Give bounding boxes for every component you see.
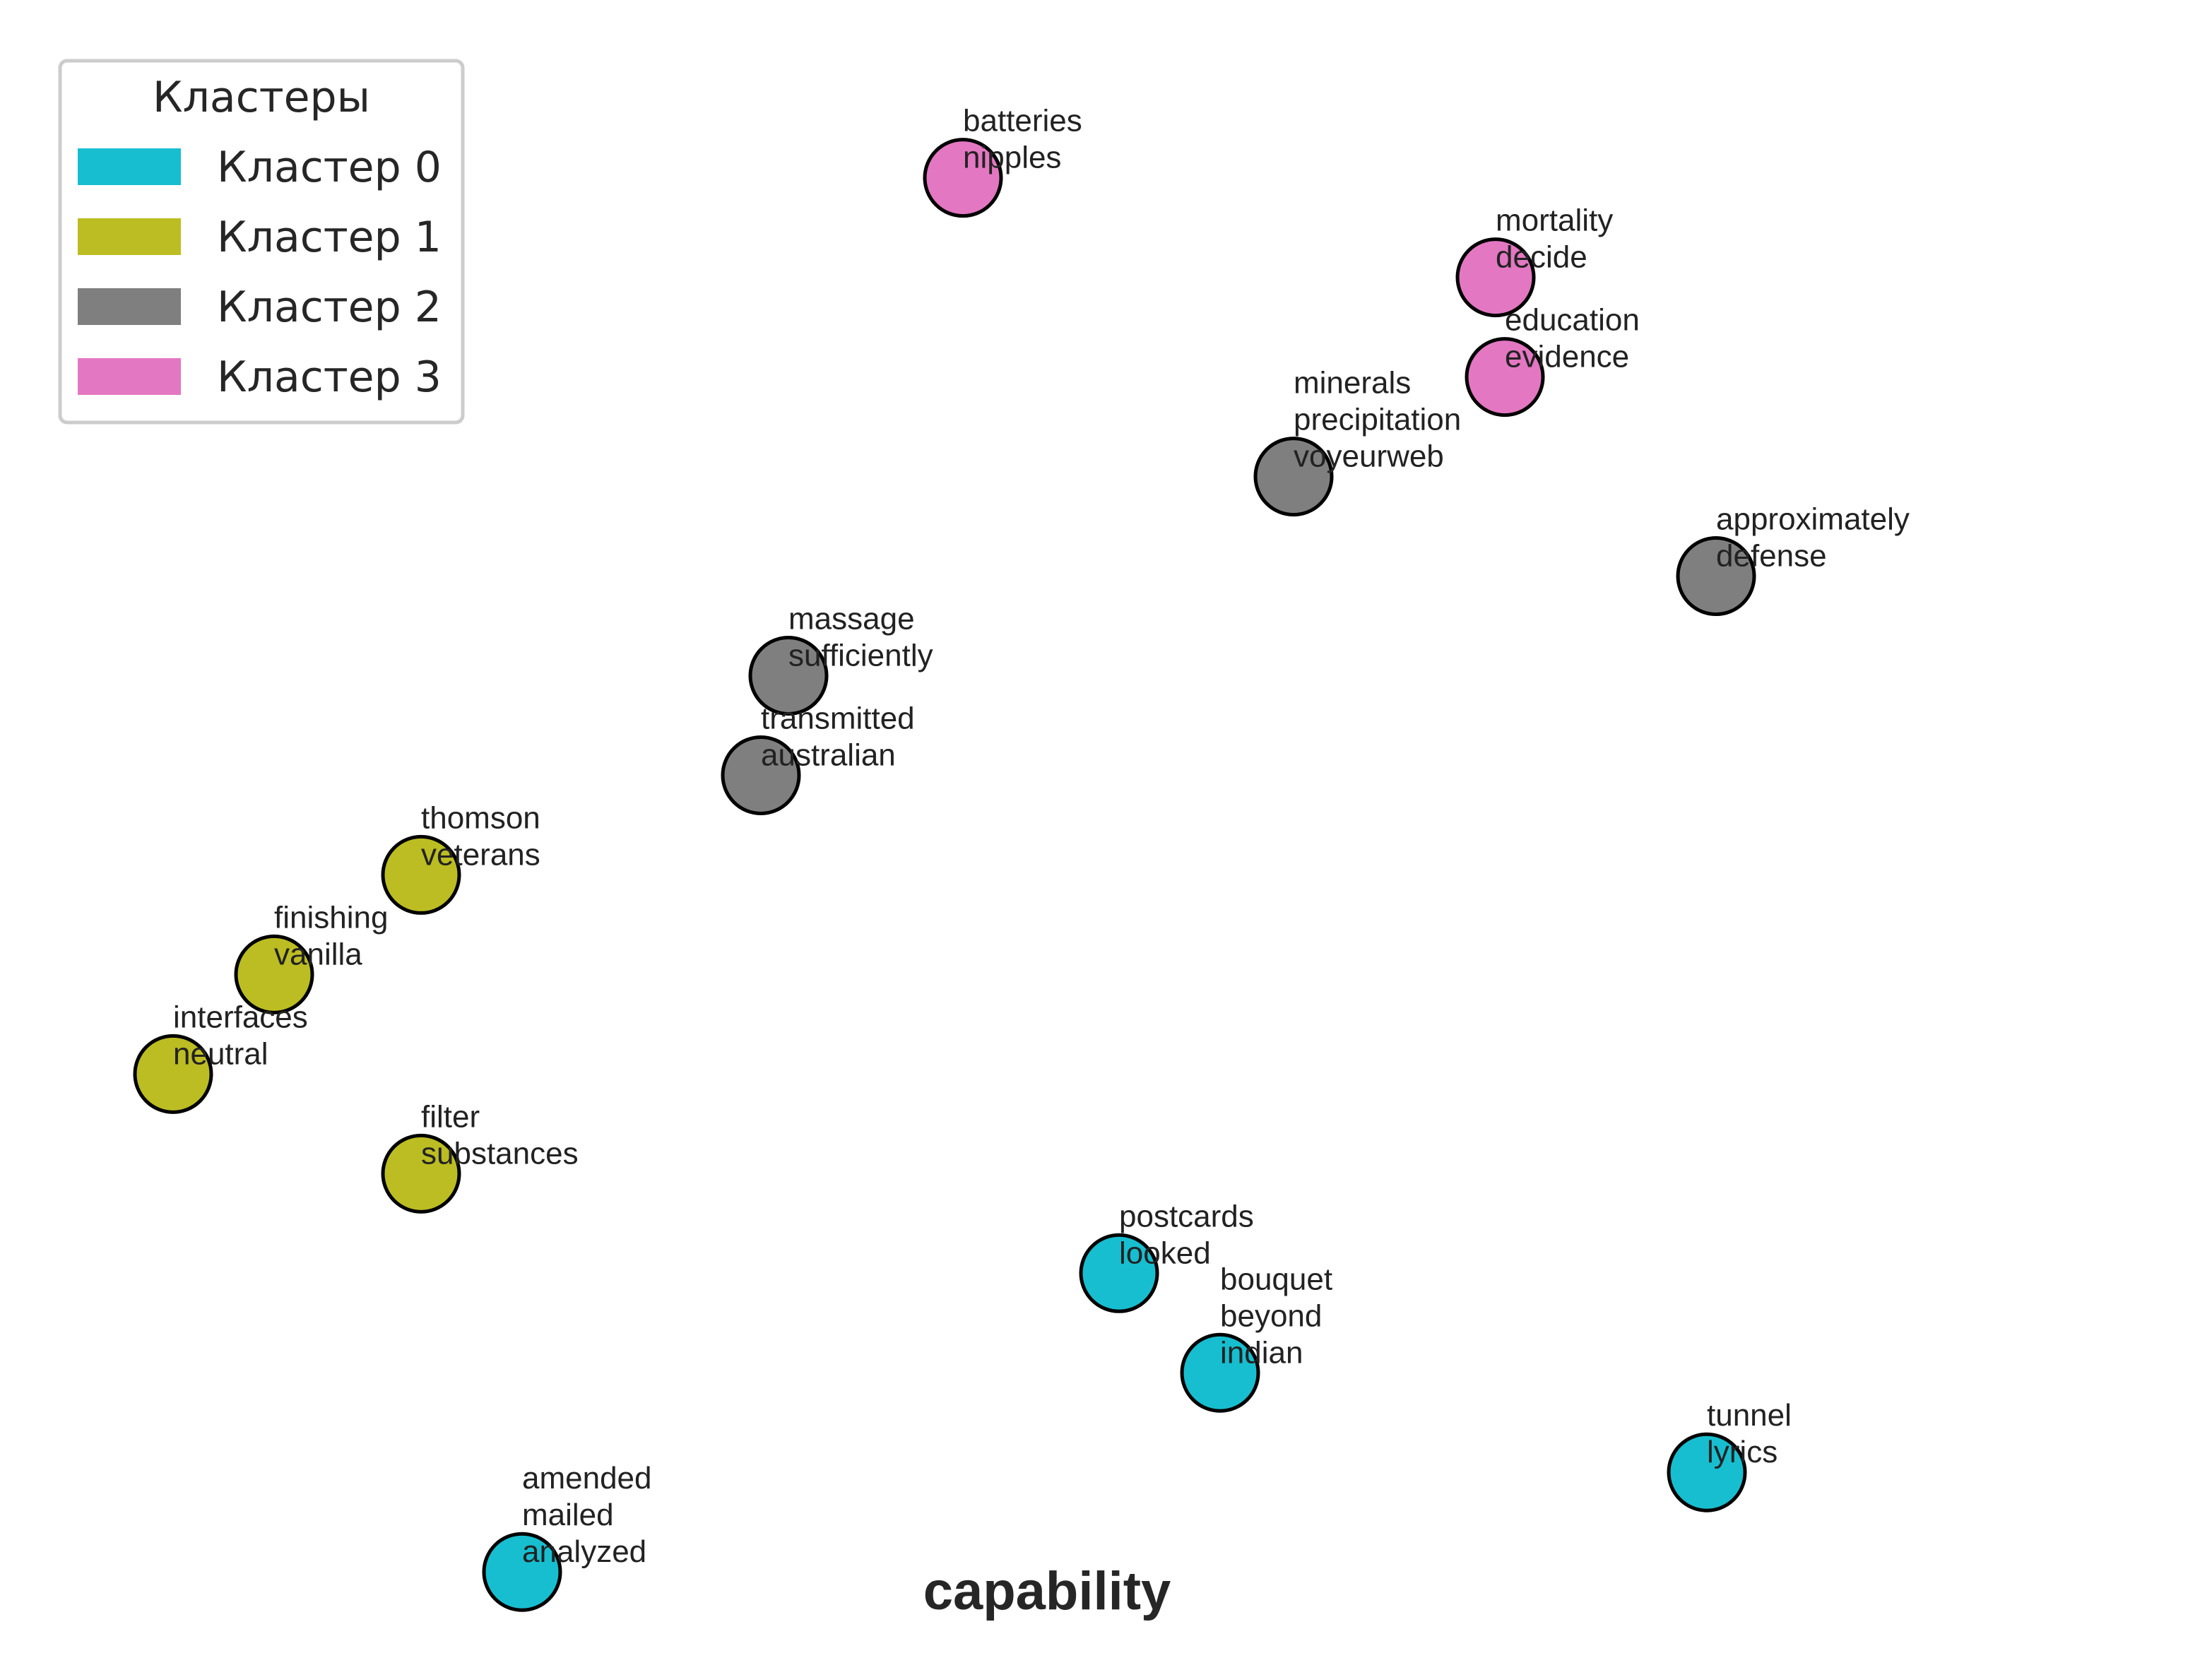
point-label-12-0: bouquet: [1220, 1262, 1332, 1296]
scatter-point-12: [1180, 1332, 1260, 1413]
legend-swatch-0: [78, 148, 181, 185]
point-label-1-1: decide: [1496, 240, 1587, 275]
x-axis-label: capability: [923, 1561, 1171, 1621]
scatter-point-10: [381, 1133, 461, 1214]
point-label-4-1: defense: [1716, 539, 1827, 574]
point-label-13-0: tunnel: [1707, 1398, 1792, 1433]
point-label-3-2: voyeurweb: [1294, 439, 1444, 474]
point-label-0-0: batteries: [963, 104, 1082, 138]
scatter-point-8: [234, 934, 314, 1014]
point-label-10-0: filter: [421, 1099, 480, 1134]
point-label-6-1: australian: [761, 738, 896, 772]
scatter-point-3: [1253, 437, 1334, 517]
point-label-14-2: analyzed: [522, 1534, 646, 1569]
legend-title: Кластеры: [153, 73, 370, 122]
point-label-5-1: sufficiently: [788, 639, 933, 673]
scatter-point-4: [1676, 536, 1756, 617]
point-label-0-1: nipples: [963, 141, 1061, 175]
point-label-7-0: thomson: [421, 800, 540, 835]
scatter-point-5: [748, 636, 829, 716]
point-label-11-1: looked: [1119, 1236, 1211, 1270]
scatter-point-11: [1079, 1233, 1159, 1313]
point-label-5-0: massage: [788, 602, 915, 636]
point-label-3-1: precipitation: [1294, 403, 1461, 437]
scatter-point-14: [482, 1532, 562, 1612]
legend-swatch-1: [78, 218, 181, 255]
legend-label-3: Кластер 3: [217, 353, 442, 402]
point-label-8-0: finishing: [274, 900, 388, 935]
point-label-12-1: beyond: [1220, 1298, 1322, 1333]
point-label-9-0: interfaces: [173, 1000, 308, 1034]
points-layer: [133, 138, 1756, 1612]
legend-label-2: Кластер 2: [217, 283, 442, 332]
point-label-2-0: education: [1505, 303, 1640, 338]
legend-label-1: Кластер 1: [217, 213, 442, 262]
point-label-2-1: evidence: [1505, 340, 1629, 374]
point-label-12-2: indian: [1220, 1335, 1303, 1370]
point-label-7-1: veterans: [421, 837, 540, 872]
point-label-14-0: amended: [522, 1461, 651, 1496]
legend-swatch-2: [78, 288, 181, 325]
point-label-4-0: approximately: [1716, 502, 1910, 537]
scatter-point-7: [381, 834, 461, 915]
legend-label-0: Кластер 0: [217, 143, 442, 192]
point-label-11-0: postcards: [1119, 1199, 1254, 1233]
point-label-9-1: neutral: [173, 1036, 268, 1071]
point-label-6-0: transmitted: [761, 701, 915, 735]
legend-entries: Кластер 0 Кластер 1 Кластер 2 Кластер 3: [78, 143, 442, 402]
scatter-point-9: [133, 1034, 213, 1114]
scatter-point-13: [1667, 1432, 1747, 1512]
scatter-point-1: [1455, 237, 1536, 318]
legend-swatch-3: [78, 358, 181, 395]
point-label-1-0: mortality: [1496, 203, 1613, 238]
scatter-point-6: [721, 735, 801, 815]
point-label-14-1: mailed: [522, 1498, 614, 1532]
point-label-10-1: substances: [421, 1136, 579, 1171]
point-label-8-1: vanilla: [274, 937, 362, 971]
scatter-point-0: [923, 138, 1003, 218]
scatter-point-2: [1465, 337, 1545, 418]
point-label-3-0: minerals: [1294, 366, 1411, 401]
point-label-13-1: lyrics: [1707, 1435, 1778, 1469]
